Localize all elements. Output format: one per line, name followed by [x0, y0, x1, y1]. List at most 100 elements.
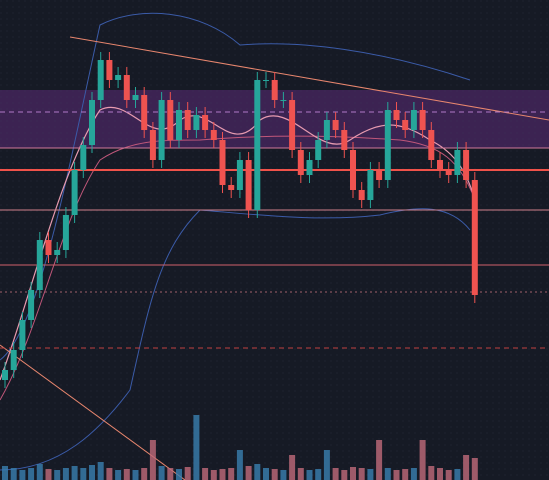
volume-bar [410, 468, 417, 480]
candle-body [36, 240, 43, 290]
candle-body [437, 160, 443, 170]
volume-bar [45, 469, 52, 480]
volume-bar [471, 458, 478, 480]
volume-bar [437, 468, 443, 480]
volume-bar [228, 468, 235, 480]
candle-body [210, 130, 217, 140]
volume-bar [176, 469, 182, 480]
candle-body [176, 110, 182, 140]
candle-body [471, 180, 478, 295]
volume-bar [428, 466, 435, 480]
candle-body [454, 150, 461, 175]
volume-bar [184, 467, 191, 480]
volume-bar [2, 466, 8, 480]
candle-body [62, 215, 69, 250]
candle-body [289, 100, 296, 150]
candle-body [341, 130, 348, 150]
volume-bar [454, 469, 461, 480]
fast-average [0, 107, 476, 381]
moving-average [0, 135, 476, 401]
candle-body [419, 110, 426, 130]
volume-bar [141, 468, 148, 480]
candle-body [123, 75, 130, 100]
volume-bar [36, 464, 43, 480]
volume-bar [393, 470, 400, 480]
candle-body [193, 115, 200, 130]
candle-body [89, 100, 95, 145]
volume-bar [376, 440, 383, 480]
volume-bar [367, 469, 374, 480]
candle-body [463, 150, 470, 180]
candle-body [306, 160, 313, 175]
candle-body [219, 140, 226, 185]
candle-body [28, 290, 35, 320]
candle-body [402, 120, 409, 130]
candle-body [297, 150, 304, 175]
volume-bar [289, 455, 296, 480]
volume-bar [10, 468, 17, 480]
volume-bar [158, 466, 165, 480]
volume-bar [28, 468, 35, 480]
candle-body [428, 130, 435, 160]
candle-body [97, 60, 104, 100]
volume-bar [315, 469, 322, 480]
candle-body [80, 145, 87, 170]
candle-body [410, 110, 417, 130]
candle-body [2, 370, 8, 380]
candle-body [323, 120, 330, 140]
volume-bar [463, 455, 470, 480]
volume-bar [132, 470, 139, 480]
volume-bar [254, 464, 261, 480]
candle-body [350, 150, 356, 190]
candle-body [184, 110, 191, 130]
candle-body [358, 190, 365, 200]
candle-body [280, 100, 287, 101]
volume-bar [71, 466, 78, 480]
candle-body [367, 170, 374, 200]
volume-bar [297, 468, 304, 480]
candle-body [54, 250, 61, 255]
candle-body [149, 130, 156, 160]
candle-body [254, 80, 261, 210]
candle-body [202, 115, 209, 130]
candle-body [158, 100, 165, 160]
candle-body [115, 75, 122, 80]
candle-body [236, 160, 243, 190]
candle-body [315, 140, 322, 160]
volume-bar [402, 469, 409, 480]
volume-bar [193, 415, 200, 480]
volume-bar [306, 470, 313, 480]
volume-bar [19, 470, 26, 480]
candle-body [106, 60, 113, 80]
volume-bar [97, 462, 104, 480]
candle-body [167, 100, 174, 140]
volume-bar [358, 468, 365, 480]
volume-bar [123, 469, 130, 480]
volume-bar [210, 470, 217, 480]
volume-bar [323, 450, 330, 480]
volume-bar [219, 469, 226, 480]
candle-body [141, 95, 148, 130]
candle-body [263, 80, 269, 81]
volume-bar [202, 468, 209, 480]
candle-body [19, 320, 26, 350]
volume-bar [115, 470, 122, 480]
volume-bar [80, 468, 87, 480]
volume-bar [350, 467, 356, 480]
candle-body [132, 95, 139, 100]
volume-bar [54, 470, 61, 480]
candle-body [10, 350, 17, 370]
volume-bar [263, 468, 269, 480]
candle-body [445, 170, 452, 175]
volume-bar [106, 468, 113, 480]
volume-bar [271, 469, 278, 480]
volume-bar [332, 468, 339, 480]
volume-bar [89, 465, 95, 480]
lower-band [0, 208, 471, 471]
candle-body [332, 120, 339, 130]
volume-bar [149, 440, 156, 480]
volume-bar [236, 450, 243, 480]
candle-body [376, 170, 383, 180]
volume-bar [384, 468, 391, 480]
